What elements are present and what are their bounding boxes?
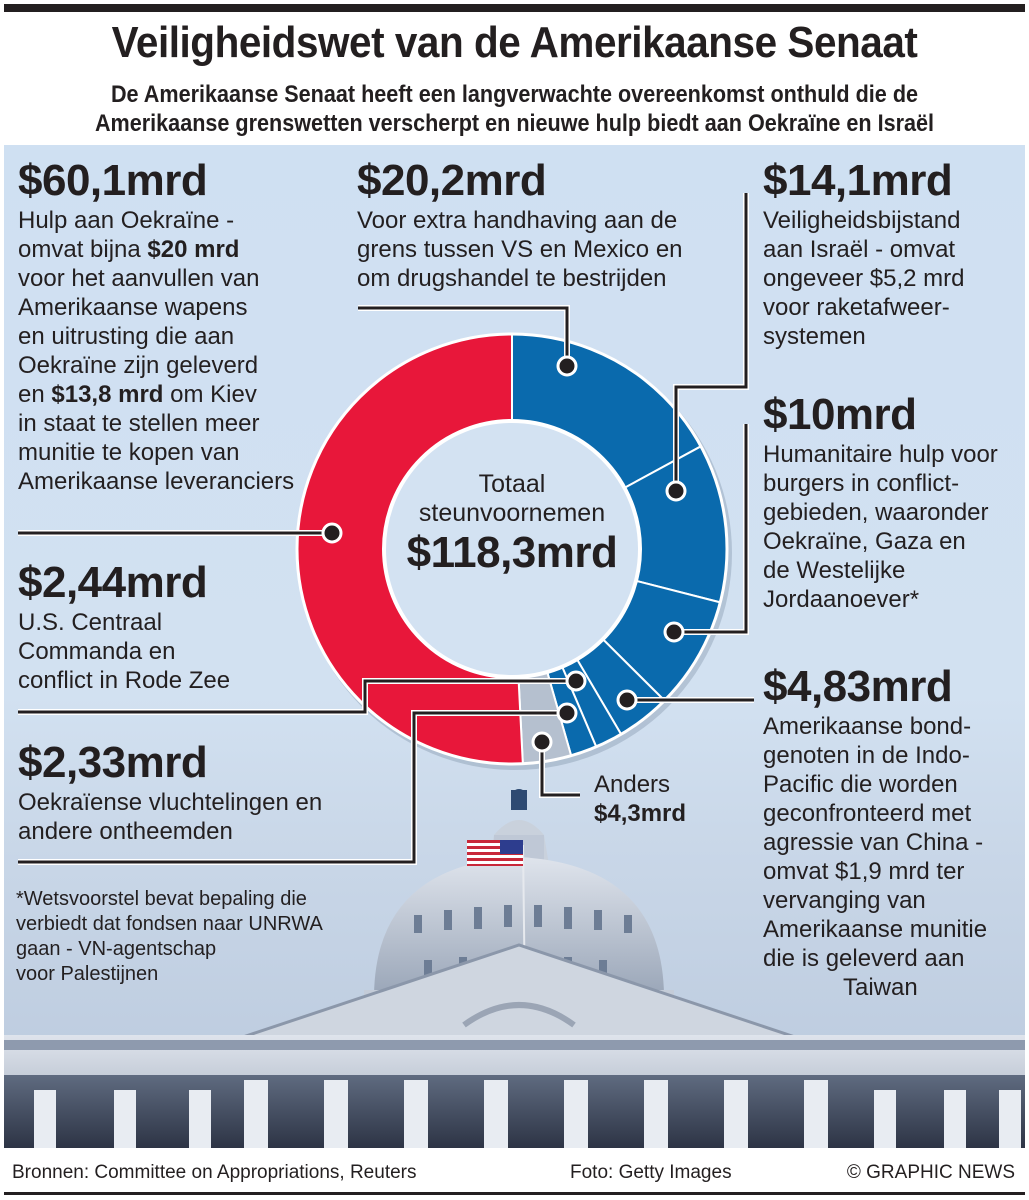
ukraine-line: Amerikaanse wapens (18, 294, 248, 321)
leader-centcom (18, 679, 576, 714)
indopacific-line: genoten in de Indo- (763, 742, 970, 769)
amount-border: $20,2mrd (357, 156, 547, 205)
footer: Bronnen: Committee on Appropriations, Re… (0, 1160, 1029, 1188)
humanitarian-line: gebieden, waaronder (763, 499, 989, 526)
center-total-value: $118,3mrd (406, 528, 618, 577)
ukraine-line: in staat te stellen meer (18, 410, 260, 437)
dome (364, 789, 674, 1002)
ukraine-line: en uitrusting die aan (18, 323, 235, 350)
marker-dot-centcom (565, 670, 587, 692)
label-other: Anders $4,3mrd (594, 770, 686, 828)
indopacific-line: Pacific die worden (763, 771, 958, 798)
refugees-line: andere ontheemden (18, 818, 233, 845)
humanitarian-line: Humanitaire hulp voor (763, 441, 998, 468)
humanitarian-line: Jordaanoever* (763, 586, 920, 613)
ukraine-line: voor het aanvullen van (18, 265, 260, 292)
israel-line: systemen (763, 323, 866, 350)
indopacific-line: Amerikaanse munitie (763, 916, 988, 943)
graphic-panel (4, 145, 1025, 1148)
sources: Bronnen: Committee on Appropriations, Re… (12, 1162, 417, 1183)
leader-border (358, 306, 569, 366)
amount-centcom: $2,44mrd (18, 558, 208, 607)
marker-dot-ukraine (321, 522, 343, 544)
leader-israel (674, 193, 748, 491)
amount-refugees: $2,33mrd (18, 738, 208, 787)
copyright: © GRAPHIC NEWS (846, 1162, 1015, 1183)
footnote-line: voor Palestijnen (16, 963, 159, 985)
amount-humanitarian: $10mrd (763, 390, 917, 439)
footnote-line: gaan - VN-agentschap (16, 938, 217, 960)
center-label-line-2: steunvoornemen (418, 499, 606, 527)
capitol-building-photo (4, 789, 1025, 1148)
ukraine-line: Amerikaanse leveranciers (18, 468, 295, 495)
marker-dot-refugees (556, 702, 578, 724)
marker-dot-other (531, 731, 553, 753)
us-flag (467, 840, 526, 1006)
amount-indopacific: $4,83mrd (763, 662, 953, 711)
donut-hole (382, 419, 642, 679)
photo-credit: Foto: Getty Images (570, 1162, 732, 1183)
ukraine-line: Hulp aan Oekraïne - (18, 207, 235, 234)
humanitarian-line: burgers in conflict- (763, 470, 960, 497)
amount-ukraine: $60,1mrd (18, 156, 208, 205)
indopacific-line: Taiwan (843, 974, 918, 1001)
centcom-line: Commanda en (18, 638, 176, 665)
bottom-rule (4, 1192, 1025, 1195)
marker-dot-humanitarian (663, 621, 685, 643)
donut-outer-ring (295, 332, 729, 766)
label-indopacific: $4,83mrd Amerikaanse bond- genoten in de… (763, 664, 987, 1002)
indopacific-line: agressie van China - (763, 829, 984, 856)
border-line: om drugshandel te bestrijden (357, 265, 667, 292)
indopacific-line: geconfronteerd met (763, 800, 972, 827)
centcom-line: conflict in Rode Zee (18, 667, 231, 694)
footnote-line: *Wetsvoorstel bevat bepaling die (16, 888, 307, 910)
footnote: *Wetsvoorstel bevat bepaling die verbied… (16, 887, 323, 987)
amount-israel: $14,1mrd (763, 156, 953, 205)
amount-other: $4,3mrd (594, 800, 687, 827)
footnote-line: verbiedt dat fondsen naar UNRWA (16, 913, 323, 935)
label-border: $20,2mrd Voor extra handhaving aan de gr… (357, 158, 683, 293)
border-line: grens tussen VS en Mexico en (357, 236, 683, 263)
indopacific-line: die is geleverd aan (763, 945, 965, 972)
subtitle-line-1: De Amerikaanse Senaat heeft een langverw… (110, 81, 919, 108)
columns (34, 1080, 1021, 1148)
top-rule (4, 4, 1025, 12)
israel-line: ongeveer $5,2 mrd (763, 265, 965, 292)
refugees-line: Oekraïense vluchtelingen en (18, 789, 323, 816)
ukraine-line: Oekraïne zijn geleverd (18, 352, 259, 379)
israel-line: aan Israël - omvat (763, 236, 956, 263)
page-subtitle: De Amerikaanse Senaat heeft een langverw… (51, 80, 977, 138)
page-title: Veiligheidswet van de Amerikaanse Senaat (111, 18, 918, 67)
center-label-line-1: Totaal (478, 470, 546, 498)
indopacific-line: Amerikaanse bond- (763, 713, 972, 740)
label-ukraine: $60,1mrd Hulp aan Oekraïne - omvat bijna… (18, 158, 294, 496)
humanitarian-line: Oekraïne, Gaza en (763, 528, 966, 555)
marker-dot-indopacific (616, 689, 638, 711)
label-refugees: $2,33mrd Oekraïense vluchtelingen en and… (18, 740, 322, 846)
marker-dot-border (556, 355, 578, 377)
label-centcom: $2,44mrd U.S. Centraal Commanda en confl… (18, 560, 230, 695)
humanitarian-line: de Westelijke (763, 557, 906, 584)
ukraine-line: en $13,8 mrd om Kiev (18, 381, 257, 408)
indopacific-line: vervanging van (763, 887, 926, 914)
ukraine-line: omvat bijna $20 mrd (18, 236, 240, 263)
leader-other (540, 742, 580, 797)
subtitle-line-2: Amerikaanse grenswetten verscherpt en ni… (94, 110, 935, 137)
israel-line: voor raketafweer- (763, 294, 950, 321)
leader-humanitarian (674, 424, 748, 634)
indopacific-line: omvat $1,9 mrd ter (763, 858, 965, 885)
israel-line: Veiligheidsbijstand (763, 207, 961, 234)
other-label: Anders (594, 771, 671, 798)
centcom-line: U.S. Centraal (18, 609, 163, 636)
ukraine-line: munitie te kopen van (18, 439, 240, 466)
marker-dot-israel (665, 480, 687, 502)
leader-refugees (18, 711, 567, 864)
label-humanitarian: $10mrd Humanitaire hulp voor burgers in … (763, 392, 998, 614)
label-israel: $14,1mrd Veiligheidsbijstand aan Israël … (763, 158, 964, 351)
border-line: Voor extra handhaving aan de (357, 207, 678, 234)
